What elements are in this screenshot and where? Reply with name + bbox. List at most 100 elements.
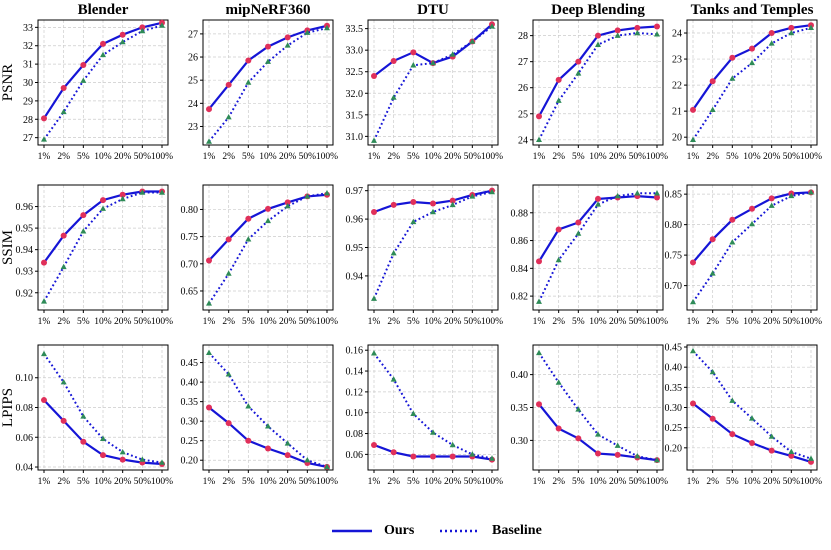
y-tick-label: 0.25 — [181, 436, 199, 447]
data-point-ours — [265, 205, 271, 212]
x-tick-label: 50% — [299, 317, 317, 327]
x-tick-label: 2% — [222, 477, 235, 487]
y-tick-label: 0.70 — [181, 259, 199, 270]
data-point-ours — [100, 197, 106, 204]
data-point-baseline — [749, 220, 755, 227]
data-point-ours — [555, 76, 562, 83]
data-point-baseline — [245, 236, 252, 242]
x-tick-label: 100% — [151, 477, 173, 487]
x-tick-label: 100% — [151, 317, 173, 327]
x-tick-label: 5% — [726, 152, 739, 162]
data-point-ours — [119, 31, 126, 38]
x-tick-label: 20% — [279, 477, 297, 487]
y-tick-label: 0.30 — [665, 403, 683, 414]
panel-title: Tanks and Temples — [691, 2, 814, 18]
x-tick-label: 5% — [242, 317, 255, 327]
x-tick-label: 100% — [481, 477, 503, 487]
y-tick-label: 24 — [188, 99, 198, 110]
data-point-baseline — [469, 193, 476, 199]
data-point-ours — [690, 106, 696, 113]
data-point-baseline — [206, 300, 212, 306]
panel-1-1: 0.65 0.70 0.75 0.80 1% 2% 5% 10% 20% 50% 100% — [181, 184, 338, 327]
data-point-baseline — [119, 448, 126, 455]
data-point-baseline — [410, 62, 417, 68]
data-point-ours — [206, 404, 212, 411]
data-point-baseline — [139, 27, 146, 34]
x-tick-label: 2% — [552, 152, 565, 162]
data-point-baseline — [390, 94, 397, 100]
data-point-ours — [595, 450, 601, 457]
x-tick-label: 20% — [114, 477, 132, 487]
x-tick-label: 50% — [783, 152, 801, 162]
x-tick-label: 50% — [629, 477, 647, 487]
data-point-ours — [80, 212, 87, 219]
x-tick-label: 10% — [94, 477, 112, 487]
x-tick-label: 1% — [533, 317, 546, 327]
x-tick-label: 20% — [114, 317, 132, 327]
data-point-ours — [768, 447, 775, 454]
data-point-baseline — [768, 40, 775, 46]
legend-swatch-ours — [332, 529, 372, 533]
data-point-baseline — [729, 239, 736, 245]
data-point-baseline — [654, 456, 660, 463]
data-point-ours — [119, 456, 126, 463]
data-point-baseline — [690, 298, 696, 305]
data-point-baseline — [654, 190, 660, 196]
data-point-ours — [371, 73, 377, 80]
x-tick-label: 10% — [589, 477, 607, 487]
data-point-baseline — [41, 136, 47, 142]
data-point-baseline — [749, 415, 755, 421]
data-point-baseline — [225, 371, 232, 377]
x-tick-label: 1% — [368, 477, 381, 487]
data-point-baseline — [555, 379, 562, 385]
x-tick-label: 5% — [572, 317, 585, 327]
panel-title: mipNeRF360 — [226, 2, 311, 18]
data-point-baseline — [469, 451, 476, 457]
x-tick-label: 2% — [706, 317, 719, 327]
y-tick-label: 0.06 — [16, 433, 34, 444]
y-tick-label: 0.35 — [181, 397, 199, 408]
y-tick-label: 0.25 — [665, 423, 683, 434]
y-axis-label: LPIPS — [0, 388, 16, 427]
data-point-ours — [60, 85, 67, 92]
x-tick-label: 5% — [77, 317, 90, 327]
x-tick-label: 100% — [316, 152, 338, 162]
y-tick-label: 31 — [23, 60, 33, 71]
panel-0-4: 20 21 22 23 24 1% 2% 5% 10% 20% 50% 100% Tanks and T… — [672, 2, 822, 162]
legend-label-baseline: Baseline — [492, 523, 542, 538]
x-tick-label: 1% — [203, 152, 216, 162]
data-point-ours — [729, 54, 736, 61]
x-tick-label: 10% — [589, 152, 607, 162]
legend-label-ours: Ours — [384, 523, 415, 538]
y-tick-label: 0.86 — [511, 236, 529, 247]
x-tick-label: 1% — [368, 152, 381, 162]
data-point-baseline — [634, 452, 641, 459]
data-point-ours — [60, 232, 67, 239]
data-point-baseline — [449, 201, 456, 208]
x-tick-label: 2% — [57, 152, 70, 162]
x-tick-label: 20% — [279, 317, 297, 327]
data-point-ours — [634, 24, 641, 31]
panel-2-0: 0.04 0.06 0.08 0.10 1% 2% 5% 10% 20% 50% 100% LPIPS — [0, 344, 173, 487]
data-point-baseline — [139, 456, 146, 462]
data-point-baseline — [575, 230, 582, 236]
x-tick-label: 5% — [407, 477, 420, 487]
x-tick-label: 5% — [77, 477, 90, 487]
x-tick-label: 100% — [800, 152, 822, 162]
x-tick-label: 5% — [407, 317, 420, 327]
x-tick-label: 50% — [134, 477, 152, 487]
x-tick-label: 10% — [94, 152, 112, 162]
x-tick-label: 20% — [444, 317, 462, 327]
x-tick-label: 1% — [533, 152, 546, 162]
data-point-baseline — [690, 347, 696, 354]
x-tick-label: 1% — [687, 477, 700, 487]
y-tick-label: 29 — [23, 96, 33, 107]
y-tick-label: 32.5 — [346, 67, 364, 78]
x-tick-label: 10% — [259, 152, 277, 162]
x-tick-label: 10% — [589, 317, 607, 327]
x-tick-label: 2% — [387, 152, 400, 162]
x-tick-label: 20% — [444, 477, 462, 487]
data-point-baseline — [788, 192, 795, 199]
x-tick-label: 50% — [783, 317, 801, 327]
data-point-baseline — [159, 22, 165, 28]
